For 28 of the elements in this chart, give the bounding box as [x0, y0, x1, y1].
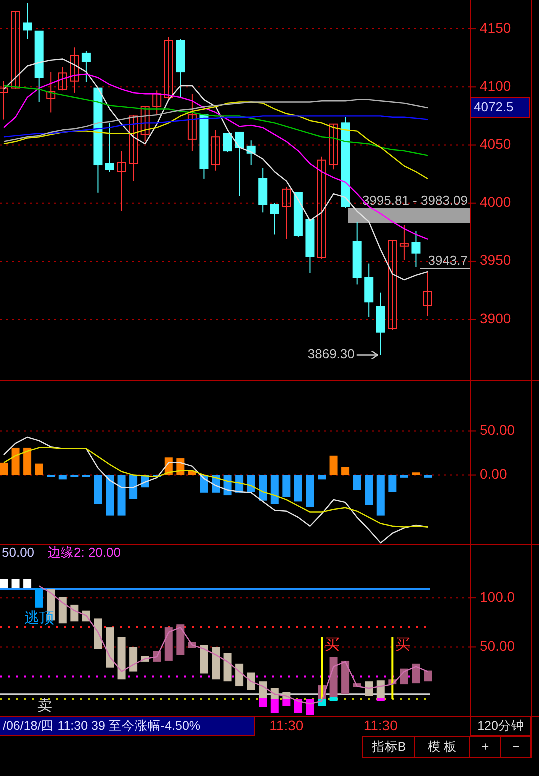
- data-label: 逃顶: [24, 610, 54, 627]
- text: /06/18/四 11:30 39 至今涨幅-4.50%: [3, 718, 201, 733]
- text: 指标B: [370, 740, 406, 754]
- x-tick-label: 11:30: [270, 718, 304, 734]
- annotation: 边缘2: 20.00: [48, 545, 121, 560]
- y-tick-label: 50.00: [480, 422, 516, 438]
- text: 4072.5: [474, 99, 514, 114]
- y-tick-label: 0.00: [480, 466, 508, 482]
- annotation: 50.00: [2, 545, 35, 560]
- ref-line-label: 卖: [38, 697, 52, 714]
- y-tick-label: 4150: [480, 20, 512, 36]
- text: +: [482, 740, 490, 754]
- annotation: 3869.30: [308, 346, 355, 362]
- ref-line-label: 3943.7: [428, 252, 468, 268]
- text: 模 板: [428, 740, 458, 754]
- x-tick-label: 11:30: [364, 718, 398, 734]
- y-tick-label: 3950: [480, 252, 512, 268]
- text: −: [512, 740, 520, 754]
- y-tick-label: 100.0: [480, 588, 516, 605]
- y-tick-label: 4050: [480, 136, 512, 152]
- data-label: 买: [325, 636, 340, 654]
- y-tick-label: 4100: [480, 78, 512, 94]
- y-tick-label: 4000: [480, 194, 512, 210]
- y-tick-label: 3900: [480, 310, 512, 326]
- band-label: 3995.81 - 3983.09: [362, 193, 468, 208]
- data-label: 买: [396, 636, 411, 654]
- text: 120分钟: [478, 718, 524, 733]
- y-tick-label: 50.00: [480, 638, 516, 654]
